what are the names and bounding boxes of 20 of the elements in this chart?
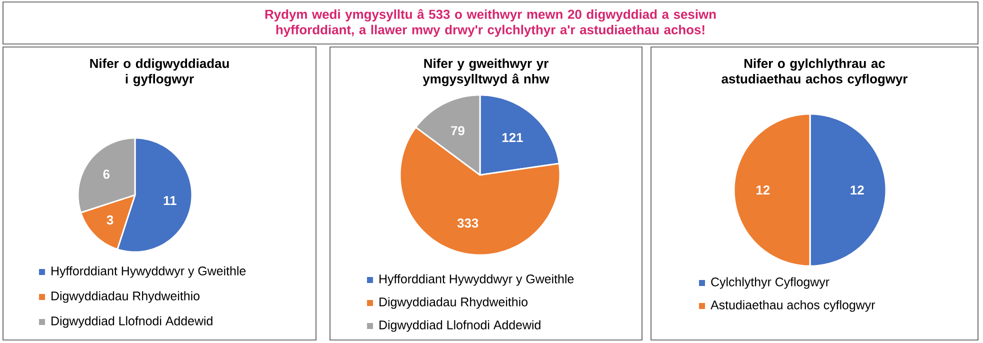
legend-label: Digwyddiadau Rhydweithio (380, 297, 528, 309)
legend-label: Digwyddiadau Rhydweithio (52, 291, 200, 303)
data-label: 333 (457, 218, 478, 228)
chart-title: Nifer o ddigwyddiadau i gyflogwyr (90, 58, 229, 86)
data-label: 79 (451, 126, 464, 136)
data-label: 6 (103, 170, 110, 179)
legend-label: Cylchlythyr Cyflogwyr (711, 277, 830, 289)
data-label: 12 (756, 185, 770, 195)
data-label: 11 (164, 196, 176, 205)
data-label: 3 (106, 215, 114, 225)
data-label: 12 (850, 185, 864, 195)
data-label: 121 (502, 132, 523, 142)
text: Rydym wedi ymgysylltu â 533 o weithwyr mewn 20 digwyddiad a sesiwn hyfforddiant, a llawer mwy drwy'r cylchlythyr a'r astudiaethau achos! (265, 9, 716, 37)
legend-label: Hyfforddiant Hywyddwyr y Gweithle (52, 266, 246, 278)
chart-title: Nifer y gweithwyr yr ymgysylltwyd â nhw (422, 58, 550, 86)
chart-title: Nifer o gylchlythrau ac astudiaethau achos cyflogwyr (722, 58, 908, 86)
legend-label: Astudiaethau achos cyflogwyr (710, 300, 876, 312)
legend-label: Digwyddiad Llofnodi Addewid (52, 316, 212, 328)
legend-label: Hyfforddiant Hywyddwyr y Gweithle (380, 274, 574, 286)
legend-label: Digwyddiad Llofnodi Addewid (380, 320, 540, 332)
